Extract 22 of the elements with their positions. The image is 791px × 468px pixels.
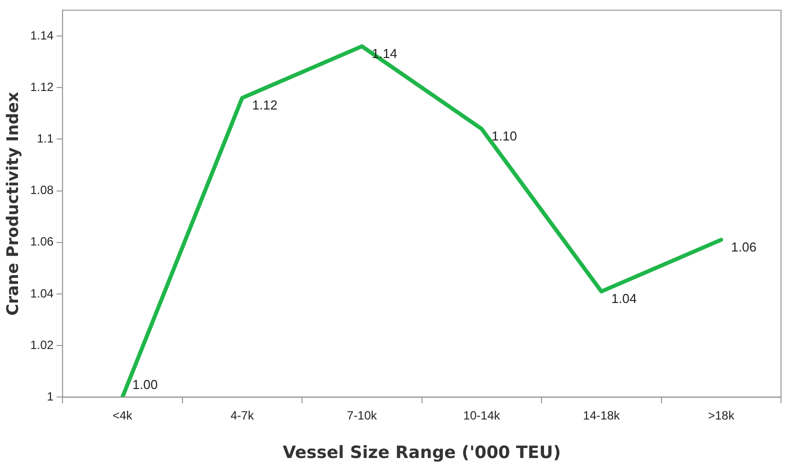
x-tick-label: 4-7k (230, 408, 255, 423)
x-axis-title: Vessel Size Range ('000 TEU) (282, 443, 561, 464)
x-tick-label: 7-10k (346, 408, 378, 423)
data-label: 1.04 (611, 291, 637, 306)
y-tick-label: 1.1 (36, 132, 54, 146)
data-label: 1.00 (132, 376, 158, 392)
y-tick-label: 1.08 (30, 183, 54, 198)
y-tick-label: 1.06 (30, 234, 54, 249)
y-tick-label: 1.14 (30, 28, 54, 42)
y-tick-label: 1 (46, 390, 54, 404)
y-tick-label: 1.02 (30, 338, 54, 352)
data-label: 1.06 (731, 239, 756, 254)
data-label: 1.12 (252, 98, 278, 112)
y-tick-label: 1.04 (30, 286, 54, 300)
x-tick-label: 10-14k (463, 408, 501, 423)
y-tick-label: 1.12 (30, 80, 54, 94)
x-tick-label: <4k (112, 408, 134, 423)
data-label: 1.14 (372, 46, 398, 61)
x-tick-label: 14-18k (583, 408, 621, 423)
y-axis-title: Crane Productivity Index (2, 91, 22, 316)
x-tick-label: >18k (708, 408, 736, 423)
data-label: 1.10 (492, 128, 517, 144)
